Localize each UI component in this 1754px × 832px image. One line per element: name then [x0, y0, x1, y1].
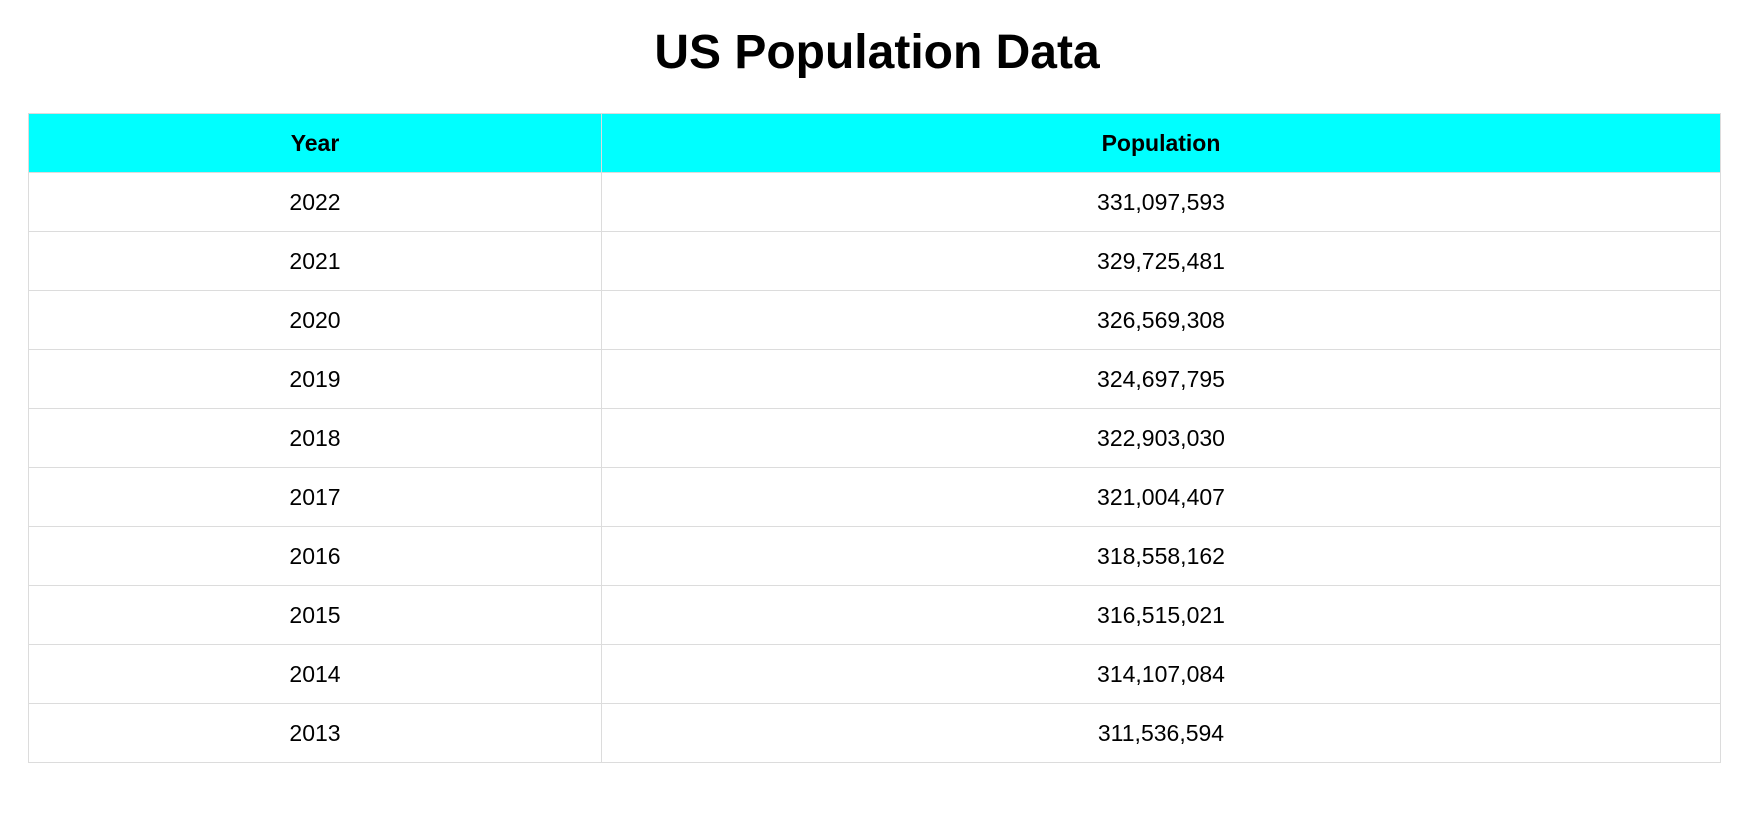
year-cell: 2018: [28, 408, 602, 468]
population-cell: 321,004,407: [601, 467, 1721, 527]
population-cell: 322,903,030: [601, 408, 1721, 468]
population-cell: 314,107,084: [601, 644, 1721, 704]
year-cell: 2014: [28, 644, 602, 704]
table-row: 2022 331,097,593: [28, 172, 1721, 232]
table-row: 2021 329,725,481: [28, 231, 1721, 291]
column-header-year: Year: [28, 113, 602, 173]
header-row: Year Population: [28, 113, 1721, 173]
table-row: 2014 314,107,084: [28, 644, 1721, 704]
table-header: Year Population: [28, 113, 1721, 173]
table-row: 2018 322,903,030: [28, 408, 1721, 468]
table-row: 2015 316,515,021: [28, 585, 1721, 645]
year-cell: 2016: [28, 526, 602, 586]
year-cell: 2015: [28, 585, 602, 645]
table-row: 2019 324,697,795: [28, 349, 1721, 409]
column-header-population: Population: [601, 113, 1721, 173]
year-cell: 2013: [28, 703, 602, 763]
population-table: Year Population 2022 331,097,593 2021 329,7…: [28, 113, 1721, 763]
population-cell: 326,569,308: [601, 290, 1721, 350]
year-cell: 2019: [28, 349, 602, 409]
year-cell: 2020: [28, 290, 602, 350]
table-row: 2020 326,569,308: [28, 290, 1721, 350]
year-cell: 2021: [28, 231, 602, 291]
population-cell: 324,697,795: [601, 349, 1721, 409]
population-cell: 311,536,594: [601, 703, 1721, 763]
table-row: 2017 321,004,407: [28, 467, 1721, 527]
table-row: 2016 318,558,162: [28, 526, 1721, 586]
population-cell: 331,097,593: [601, 172, 1721, 232]
population-cell: 316,515,021: [601, 585, 1721, 645]
population-cell: 329,725,481: [601, 231, 1721, 291]
table-body: 2022 331,097,593 2021 329,725,481 2020 326,56…: [28, 172, 1721, 763]
year-cell: 2022: [28, 172, 602, 232]
year-cell: 2017: [28, 467, 602, 527]
population-table-container: Year Population 2022 331,097,593 2021 329,7…: [28, 113, 1721, 763]
page-title: US Population Data: [654, 26, 1100, 79]
population-cell: 318,558,162: [601, 526, 1721, 586]
table-row: 2013 311,536,594: [28, 703, 1721, 763]
